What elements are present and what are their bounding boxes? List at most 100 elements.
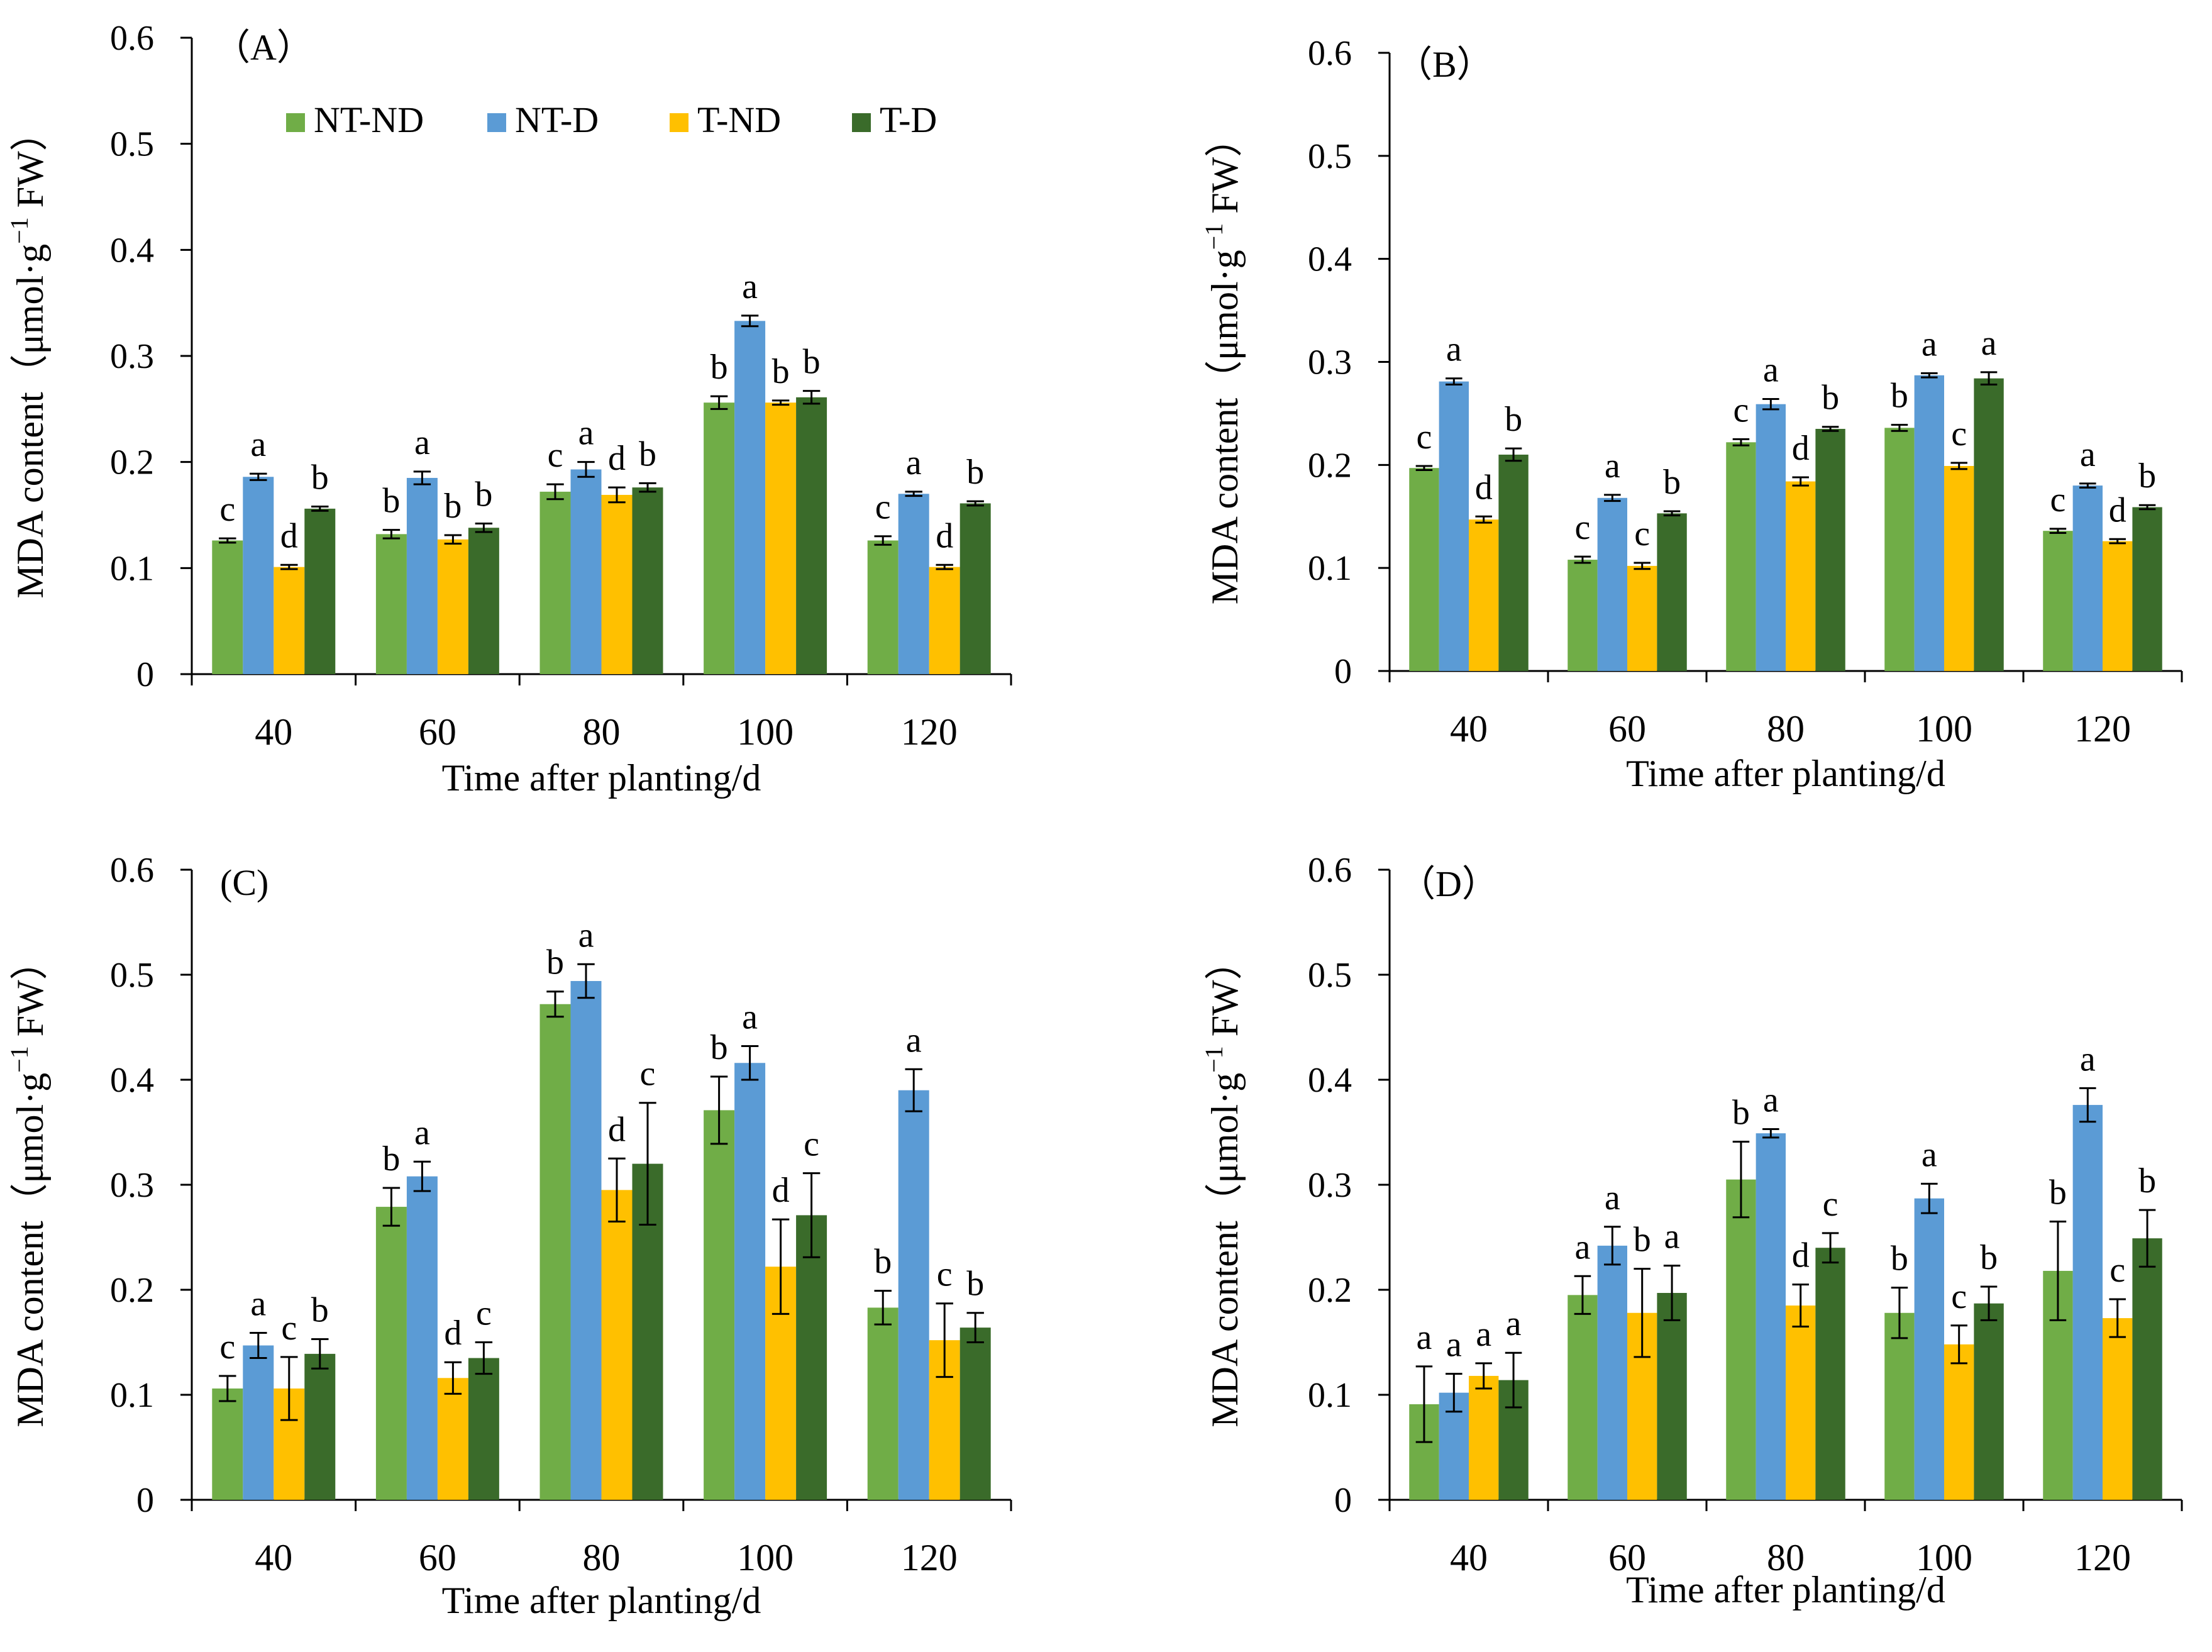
y-tick-label: 0.6	[110, 19, 154, 58]
y-tick-label: 0.5	[110, 956, 154, 995]
bar-t-d-120	[2132, 1238, 2162, 1500]
bar-t-nd-60	[437, 1378, 468, 1500]
bar-t-d-60	[468, 1358, 499, 1500]
y-tick-label: 0.4	[110, 231, 154, 270]
bar-nt-d-40	[243, 477, 274, 674]
x-category-label: 120	[901, 711, 958, 753]
x-category-label: 80	[1767, 708, 1805, 750]
significance-letter: a	[2080, 435, 2096, 474]
bar-t-d-100	[1974, 1303, 2004, 1500]
y-tick-label: 0.3	[1308, 1166, 1352, 1205]
significance-letter: a	[1664, 1217, 1680, 1256]
panel-label: （D）	[1399, 863, 1498, 904]
y-tick-label: 0.3	[110, 1166, 154, 1205]
significance-letter: c	[1734, 391, 1749, 430]
significance-letter: a	[414, 1113, 430, 1152]
significance-letter: c	[875, 488, 891, 527]
significance-letter: c	[219, 490, 235, 529]
x-axis-title: Time after planting/d	[442, 1580, 761, 1621]
significance-letter: a	[1763, 1080, 1779, 1119]
panel-label: （B）	[1396, 44, 1493, 85]
bar-t-d-60	[1657, 513, 1687, 671]
bar-nt-d-40	[1439, 381, 1469, 671]
x-category-label: 80	[583, 1537, 621, 1578]
bar-t-d-100	[796, 397, 827, 674]
bar-nt-nd-40	[212, 540, 243, 674]
x-axis-title: Time after planting/d	[442, 757, 761, 799]
bar-t-nd-40	[274, 567, 305, 674]
bar-nt-nd-80	[539, 1004, 571, 1500]
bar-nt-nd-60	[375, 534, 407, 674]
bar-t-nd-100	[765, 402, 797, 674]
y-tick-label: 0.4	[110, 1061, 154, 1100]
x-category-label: 60	[1608, 708, 1646, 750]
significance-letter: b	[639, 435, 656, 474]
y-tick-label: 0.2	[110, 443, 154, 482]
significance-letter: c	[1417, 418, 1432, 457]
significance-letter: c	[1575, 508, 1591, 547]
legend-label: T-D	[880, 99, 937, 140]
significance-letter: c	[1823, 1185, 1839, 1224]
y-tick-label: 0.3	[1308, 343, 1352, 382]
bar-t-d-100	[796, 1215, 827, 1500]
bar-nt-nd-80	[539, 491, 571, 674]
significance-letter: b	[546, 943, 564, 982]
significance-letter: b	[874, 1243, 892, 1282]
significance-letter: a	[1506, 1304, 1522, 1343]
significance-letter: b	[1634, 1221, 1651, 1260]
bar-nt-d-120	[898, 494, 929, 674]
significance-letter: a	[578, 916, 594, 955]
bar-t-nd-100	[1944, 1344, 1974, 1500]
significance-letter: a	[906, 443, 922, 482]
significance-letter: b	[311, 1290, 329, 1329]
bar-nt-nd-60	[1568, 1295, 1598, 1500]
bar-t-d-120	[2132, 507, 2162, 671]
significance-letter: b	[1980, 1238, 1998, 1277]
y-tick-label: 0.1	[1308, 549, 1352, 588]
significance-letter: b	[803, 343, 821, 382]
bar-t-nd-60	[1627, 565, 1657, 671]
bar-t-nd-120	[2103, 1318, 2133, 1500]
bar-nt-d-80	[1756, 404, 1786, 671]
significance-letter: b	[1732, 1094, 1750, 1133]
bar-t-nd-40	[1469, 1375, 1499, 1500]
y-tick-label: 0.4	[1308, 1061, 1352, 1100]
y-tick-label: 0.2	[1308, 446, 1352, 485]
y-tick-label: 0	[136, 655, 154, 694]
y-tick-label: 0.4	[1308, 240, 1352, 279]
significance-letter: a	[578, 414, 594, 453]
significance-letter: b	[1822, 379, 1839, 418]
y-axis-title: MDA content（μmol·g−1 FW）	[5, 942, 51, 1427]
bar-t-nd-120	[2103, 541, 2133, 671]
significance-letter: d	[280, 516, 298, 555]
bar-nt-d-120	[898, 1090, 929, 1500]
significance-letter: a	[1981, 324, 1997, 363]
significance-letter: c	[1951, 414, 1967, 453]
x-category-label: 40	[1450, 708, 1488, 750]
significance-letter: a	[1605, 1178, 1620, 1217]
bar-t-nd-80	[1786, 481, 1816, 671]
significance-letter: d	[1475, 468, 1493, 507]
significance-letter: a	[1763, 350, 1779, 389]
bar-t-d-40	[1498, 454, 1529, 671]
significance-letter: c	[937, 1255, 953, 1294]
bar-nt-d-60	[1597, 1245, 1627, 1500]
significance-letter: b	[966, 453, 984, 492]
bar-nt-d-60	[406, 477, 438, 674]
x-category-label: 40	[1450, 1537, 1488, 1578]
bar-t-nd-80	[601, 494, 633, 674]
panel-label: （A）	[214, 27, 313, 68]
x-category-label: 100	[1916, 708, 1972, 750]
x-category-label: 120	[2074, 1537, 2131, 1578]
significance-letter: b	[1663, 463, 1681, 502]
x-axis-title: Time after planting/d	[1626, 753, 1945, 794]
x-category-label: 60	[419, 1537, 456, 1578]
chart-panel-c: 00.10.20.30.40.50.640 60 80 100 120cbbbbaaaa…	[5, 851, 1012, 1621]
bar-nt-nd-80	[1726, 442, 1756, 671]
significance-letter: b	[711, 348, 728, 387]
significance-letter: b	[475, 475, 492, 514]
bar-nt-nd-40	[212, 1388, 243, 1500]
legend-label: NT-D	[515, 99, 599, 140]
significance-letter: c	[2110, 1251, 2125, 1290]
